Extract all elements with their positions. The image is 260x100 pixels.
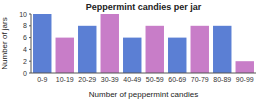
bar xyxy=(78,26,96,73)
x-axis-label: Number of peppermint candies xyxy=(89,90,198,99)
y-tick-label: 6 xyxy=(23,34,27,41)
y-axis-label: Number of jars xyxy=(0,17,9,69)
bar xyxy=(101,14,119,73)
x-tick-label: 20-29 xyxy=(78,76,96,83)
x-tick-label: 0-9 xyxy=(37,76,47,83)
y-tick xyxy=(29,49,31,50)
chart-container: 0 2 4 6 8 10 0-9 10-19 20-29 30-39 40-49 50-59 60-69… xyxy=(0,0,260,100)
y-tick-label: 10 xyxy=(19,11,27,18)
y-axis-line xyxy=(31,14,32,73)
chart: 0 2 4 6 8 10 0-9 10-19 20-29 30-39 40-49 50-59 60-69… xyxy=(0,0,260,100)
bars xyxy=(33,14,254,73)
bar xyxy=(56,38,74,73)
x-tick-label: 60-69 xyxy=(168,76,186,83)
y-tick xyxy=(29,14,31,15)
y-tick xyxy=(29,73,31,74)
bar xyxy=(168,38,186,73)
x-tick-label: 80-89 xyxy=(213,76,231,83)
bar xyxy=(33,14,51,73)
y-tick xyxy=(29,61,31,62)
x-axis-line xyxy=(31,73,256,74)
x-tick-label: 90-99 xyxy=(236,76,254,83)
x-tick-label: 40-49 xyxy=(123,76,141,83)
y-tick xyxy=(29,37,31,38)
x-tick-label: 50-59 xyxy=(146,76,164,83)
x-tick-label: 70-79 xyxy=(191,76,209,83)
bar xyxy=(146,26,164,73)
title: Peppermint candies per jar xyxy=(86,2,202,12)
y-tick xyxy=(29,25,31,26)
bar xyxy=(236,61,254,73)
bar xyxy=(213,26,231,73)
x-tick-label: 30-39 xyxy=(101,76,119,83)
y-tick-label: 4 xyxy=(23,46,27,53)
bar xyxy=(191,26,209,73)
y-tick-label: 0 xyxy=(23,70,27,77)
y-tick-label: 2 xyxy=(23,58,27,65)
x-tick-label: 10-19 xyxy=(56,76,74,83)
y-tick-label: 8 xyxy=(23,22,27,29)
bar xyxy=(123,38,141,73)
